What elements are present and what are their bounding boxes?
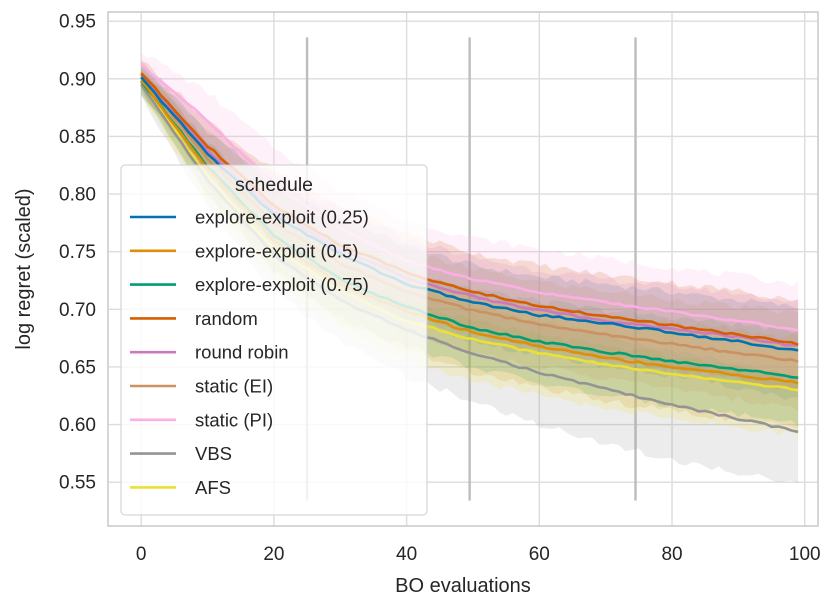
band-explore-exploit (0.25) (141, 67, 799, 400)
y-tick-label: 0.85 (59, 127, 96, 148)
x-tick-label: 20 (263, 544, 284, 565)
legend-label: static (EI) (195, 376, 273, 397)
legend-label: round robin (195, 342, 289, 363)
y-tick-label: 0.75 (59, 242, 96, 263)
legend-label: explore-exploit (0.5) (195, 240, 359, 261)
x-tick-label: 60 (529, 544, 550, 565)
plot-frame (107, 11, 819, 527)
legend-box (120, 164, 428, 516)
x-tick-label: 40 (396, 544, 417, 565)
y-tick-label: 0.60 (59, 415, 96, 436)
legend-label: explore-exploit (0.75) (195, 274, 369, 295)
line-static (PI) (140, 63, 799, 332)
band-random (141, 61, 799, 391)
x-axis-title: BO evaluations (395, 575, 531, 597)
legend: schedule explore-exploit (0.25) explore-e… (120, 164, 428, 516)
y-tick-label: 0.65 (59, 357, 96, 378)
x-tick-label: 0 (136, 544, 147, 565)
legend-label: AFS (195, 477, 231, 498)
y-tick-label: 0.80 (59, 185, 96, 206)
tick-labels: 0 20 40 60 80 100 0.55 0.60 0.65 0.70 0.75 0.80 0.85… (59, 12, 821, 565)
x-tick-label: 100 (789, 544, 821, 565)
y-tick-label: 0.70 (59, 300, 96, 321)
y-tick-label: 0.90 (59, 69, 96, 90)
legend-label: explore-exploit (0.25) (195, 207, 369, 228)
y-tick-label: 0.55 (59, 473, 96, 494)
legend-title: schedule (235, 174, 313, 196)
y-axis-title: log regret (scaled) (13, 188, 35, 349)
legend-label: random (195, 308, 258, 329)
x-tick-label: 80 (661, 544, 682, 565)
band-explore-exploit (0.75) (141, 68, 799, 427)
legend-label: static (PI) (195, 409, 273, 430)
band-AFS (141, 66, 799, 437)
band-static (PI) (141, 53, 799, 378)
legend-label: VBS (195, 443, 232, 464)
band-VBS (141, 73, 799, 484)
y-tick-label: 0.95 (59, 12, 96, 33)
